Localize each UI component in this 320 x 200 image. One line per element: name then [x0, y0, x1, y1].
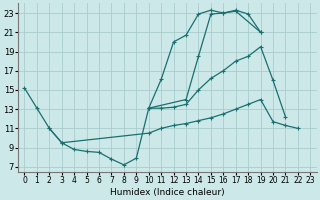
X-axis label: Humidex (Indice chaleur): Humidex (Indice chaleur) — [110, 188, 225, 197]
